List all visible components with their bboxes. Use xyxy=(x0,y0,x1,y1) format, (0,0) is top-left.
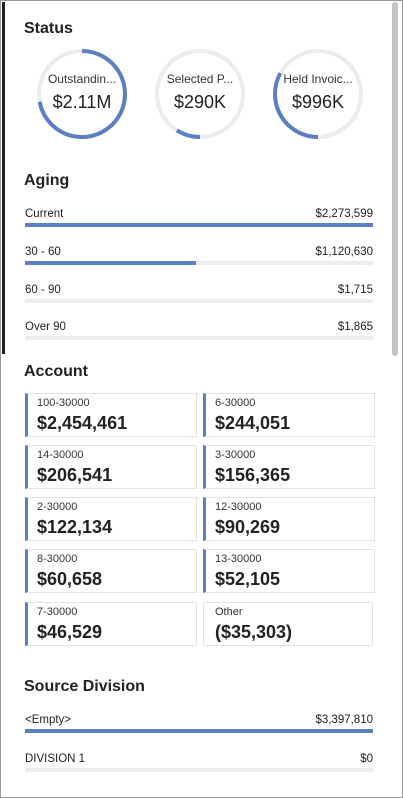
gauge-value: $996K xyxy=(291,92,345,112)
account-card-12-30000[interactable]: 12-30000 $90,269 xyxy=(203,497,375,541)
account-value: $122,134 xyxy=(37,517,113,537)
gauge-label: Outstandin... xyxy=(47,72,117,86)
gauge-ring xyxy=(37,49,127,139)
account-card-3-30000[interactable]: 3-30000 $156,365 xyxy=(203,445,375,489)
division-bar-track xyxy=(25,768,373,772)
gauge-ring xyxy=(155,49,245,139)
account-code: Other xyxy=(215,606,243,618)
account-code: 3-30000 xyxy=(215,449,256,461)
aging-bar-track xyxy=(25,299,373,303)
gauge-ring xyxy=(273,49,363,139)
aging-row-30-60[interactable]: 30 - 60 $1,120,630 xyxy=(25,246,373,280)
account-card-8-30000[interactable]: 8-30000 $60,658 xyxy=(25,549,197,593)
division-amount: $0 xyxy=(360,753,373,765)
panel-left-edge xyxy=(2,2,5,354)
account-value: $46,529 xyxy=(37,622,103,642)
aging-bar-fill xyxy=(25,223,373,227)
account-card-2-30000[interactable]: 2-30000 $122,134 xyxy=(25,497,197,541)
account-value: $156,365 xyxy=(215,465,291,485)
division-bar-fill xyxy=(25,729,373,733)
account-section-title: Account xyxy=(24,363,88,380)
aging-label: Current xyxy=(25,208,64,220)
account-card-7-30000[interactable]: 7-30000 $46,529 xyxy=(25,602,197,646)
aging-bar-fill xyxy=(25,261,196,265)
gauge-label: Selected P... xyxy=(166,72,234,86)
account-card-6-30000[interactable]: 6-30000 $244,051 xyxy=(203,393,375,437)
account-card-13-30000[interactable]: 13-30000 $52,105 xyxy=(203,549,375,593)
gauge-value: $290K xyxy=(173,92,227,112)
account-code: 8-30000 xyxy=(37,553,78,565)
account-code: 12-30000 xyxy=(215,501,262,513)
account-value: $90,269 xyxy=(215,517,281,537)
aging-label: 60 - 90 xyxy=(25,284,61,296)
aging-amount: $1,120,630 xyxy=(315,246,373,258)
gauge-selected[interactable]: Selected P... $290K xyxy=(154,48,246,140)
account-code: 6-30000 xyxy=(215,397,256,409)
division-label: DIVISION 1 xyxy=(25,753,86,765)
aging-label: Over 90 xyxy=(25,321,66,333)
aging-label: 30 - 60 xyxy=(25,246,61,258)
division-row-empty[interactable]: <Empty> $3,397,810 xyxy=(25,714,373,748)
division-bar-track xyxy=(25,729,373,733)
division-label: <Empty> xyxy=(25,714,72,726)
gauge-value: $2.11M xyxy=(52,92,112,112)
aging-amount: $1,865 xyxy=(337,321,373,333)
source-division-section-title: Source Division xyxy=(24,678,145,695)
aging-row-over-90[interactable]: Over 90 $1,865 xyxy=(25,321,373,355)
division-amount: $3,397,810 xyxy=(315,714,373,726)
division-row-division-1[interactable]: DIVISION 1 $0 xyxy=(25,753,373,787)
aging-bar-track xyxy=(25,223,373,227)
aging-row-current[interactable]: Current $2,273,599 xyxy=(25,208,373,242)
scrollbar-thumb[interactable] xyxy=(392,2,398,356)
aging-amount: $1,715 xyxy=(337,284,373,296)
aging-bar-track xyxy=(25,336,373,340)
account-code: 14-30000 xyxy=(37,449,84,461)
gauge-outstanding[interactable]: Outstandin... $2.11M xyxy=(36,48,128,140)
account-code: 13-30000 xyxy=(215,553,262,565)
gauge-held-invoices[interactable]: Held Invoic... $996K xyxy=(272,48,364,140)
account-code: 7-30000 xyxy=(37,606,78,618)
status-section-title: Status xyxy=(24,20,73,37)
account-card-14-30000[interactable]: 14-30000 $206,541 xyxy=(25,445,197,489)
account-card-100-30000[interactable]: 100-30000 $2,454,461 xyxy=(25,393,197,437)
account-value: $2,454,461 xyxy=(37,413,128,433)
account-value: ($35,303) xyxy=(215,622,293,642)
gauge-label: Held Invoic... xyxy=(283,72,353,86)
account-value: $244,051 xyxy=(215,413,291,433)
aging-section-title: Aging xyxy=(24,172,70,189)
account-code: 2-30000 xyxy=(37,501,78,513)
account-card-other[interactable]: Other ($35,303) xyxy=(203,602,373,646)
aging-bar-track xyxy=(25,261,373,265)
account-value: $60,658 xyxy=(37,569,103,589)
aging-row-60-90[interactable]: 60 - 90 $1,715 xyxy=(25,284,373,318)
account-value: $206,541 xyxy=(37,465,113,485)
account-value: $52,105 xyxy=(215,569,281,589)
account-code: 100-30000 xyxy=(37,397,90,409)
aging-amount: $2,273,599 xyxy=(315,208,373,220)
